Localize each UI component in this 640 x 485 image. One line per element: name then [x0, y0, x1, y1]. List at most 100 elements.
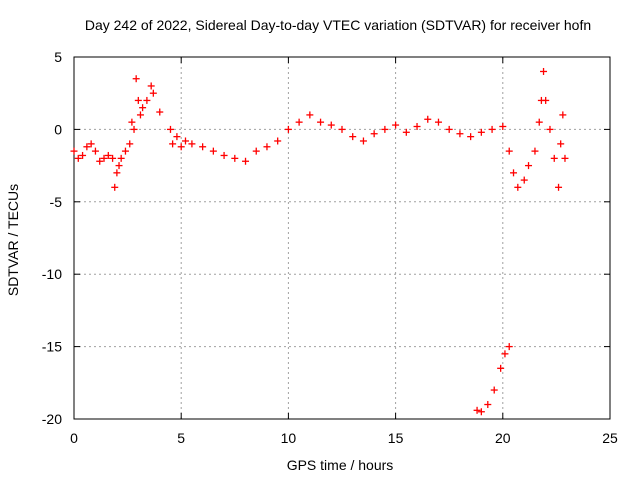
- data-point: [83, 143, 91, 151]
- axis-tick-labels: 0 5 10 15 20 25 5 0 -5 -10 -15 -20: [42, 49, 618, 446]
- data-point: [445, 125, 453, 133]
- data-point: [514, 183, 522, 191]
- data-point: [156, 108, 164, 116]
- data-points: [70, 67, 569, 416]
- y-tick-label: -5: [50, 194, 63, 210]
- data-point: [91, 147, 99, 155]
- data-point: [561, 154, 569, 162]
- data-point: [181, 137, 189, 145]
- x-tick-label: 10: [281, 430, 297, 446]
- data-point: [74, 154, 82, 162]
- data-point: [306, 111, 314, 119]
- data-point: [274, 137, 282, 145]
- data-point: [188, 140, 196, 148]
- data-point: [115, 162, 123, 170]
- data-point: [147, 82, 155, 90]
- data-point: [490, 386, 498, 394]
- data-point: [557, 140, 565, 148]
- data-point: [381, 125, 389, 133]
- data-point: [70, 147, 78, 155]
- data-point: [338, 125, 346, 133]
- data-point: [542, 96, 550, 104]
- data-point: [143, 96, 151, 104]
- data-point: [402, 128, 410, 136]
- data-point: [113, 169, 121, 177]
- data-point: [177, 143, 185, 151]
- data-point: [284, 125, 292, 133]
- data-point: [540, 67, 548, 75]
- data-point: [550, 154, 558, 162]
- y-tick-label: 5: [54, 49, 62, 65]
- data-point: [231, 154, 239, 162]
- data-point: [149, 89, 157, 97]
- data-point: [477, 408, 485, 416]
- y-axis-label: SDTVAR / TECUs: [5, 184, 21, 296]
- data-point: [434, 118, 442, 126]
- data-point: [456, 130, 464, 138]
- data-point: [317, 118, 325, 126]
- data-point: [505, 343, 513, 351]
- data-point: [130, 125, 138, 133]
- data-point: [501, 350, 509, 358]
- data-point: [424, 115, 432, 123]
- data-point: [555, 183, 563, 191]
- data-point: [263, 143, 271, 151]
- x-axis-label: GPS time / hours: [287, 457, 394, 473]
- data-point: [535, 118, 543, 126]
- data-point: [136, 111, 144, 119]
- data-point: [497, 364, 505, 372]
- data-point: [499, 123, 507, 131]
- data-point: [525, 162, 533, 170]
- data-point: [531, 147, 539, 155]
- y-tick-label: -15: [42, 339, 62, 355]
- x-tick-label: 0: [70, 430, 78, 446]
- data-point: [392, 121, 400, 129]
- y-tick-label: -10: [42, 266, 62, 282]
- data-point: [546, 125, 554, 133]
- data-point: [132, 75, 140, 83]
- data-point: [242, 157, 250, 165]
- data-point: [413, 123, 421, 131]
- data-point: [121, 147, 129, 155]
- x-tick-label: 5: [177, 430, 185, 446]
- x-tick-label: 20: [495, 430, 511, 446]
- data-point: [505, 147, 513, 155]
- data-point: [111, 183, 119, 191]
- data-point: [520, 176, 528, 184]
- data-point: [109, 154, 117, 162]
- data-point: [488, 125, 496, 133]
- data-point: [199, 143, 207, 151]
- data-point: [173, 133, 181, 141]
- data-point: [209, 147, 217, 155]
- data-point: [484, 401, 492, 409]
- data-point: [169, 140, 177, 148]
- plot-frame: [73, 56, 611, 420]
- data-point: [104, 151, 112, 159]
- axis-ticks: [73, 56, 611, 420]
- data-point: [126, 140, 134, 148]
- data-point: [139, 104, 147, 112]
- data-point: [117, 154, 125, 162]
- data-point: [359, 137, 367, 145]
- chart-title: Day 242 of 2022, Sidereal Day-to-day VTE…: [85, 17, 591, 33]
- grid-lines: [74, 57, 610, 419]
- data-point: [79, 151, 87, 159]
- x-tick-label: 25: [602, 430, 618, 446]
- data-point: [220, 151, 228, 159]
- y-tick-label: -20: [42, 411, 62, 427]
- data-point: [128, 118, 136, 126]
- y-tick-label: 0: [54, 121, 62, 137]
- data-point: [100, 154, 108, 162]
- data-point: [295, 118, 303, 126]
- data-point: [134, 96, 142, 104]
- data-point: [370, 130, 378, 138]
- data-point: [559, 111, 567, 119]
- data-point: [87, 140, 95, 148]
- data-point: [510, 169, 518, 177]
- data-point: [166, 125, 174, 133]
- data-point: [96, 157, 104, 165]
- data-point: [473, 406, 481, 414]
